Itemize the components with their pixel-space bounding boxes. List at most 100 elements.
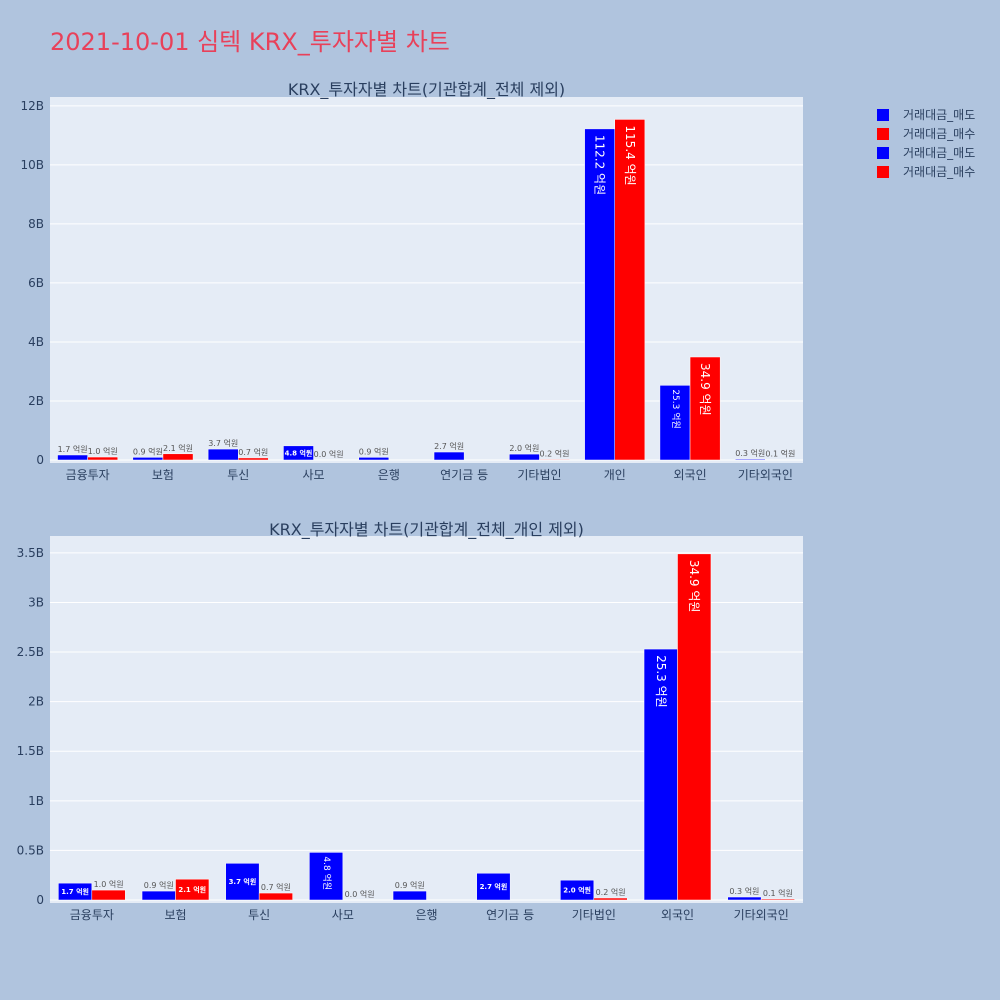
x-tick-label: 기타외국인 (738, 468, 793, 482)
x-tick-label: 은행 (415, 907, 437, 922)
y-tick-label: 2B (28, 695, 44, 709)
data-label: 115.4 억원 (623, 125, 637, 185)
legend-label[interactable]: 거래대금_매도 (903, 108, 975, 122)
bar-buy (689, 356, 721, 461)
data-label: 1.7 억원 (58, 444, 88, 454)
bar-buy (238, 457, 269, 461)
data-label: 2.1 억원 (163, 443, 193, 453)
data-label: 0.2 억원 (596, 887, 626, 897)
data-label: 4.8 억원 (321, 856, 333, 890)
data-label: 3.7 억원 (229, 877, 257, 886)
legend-swatch (877, 166, 889, 178)
x-tick-label: 보험 (164, 908, 186, 922)
bar-sell (476, 872, 511, 901)
y-tick-label: 4B (28, 335, 44, 349)
bar-buy (614, 119, 646, 461)
bar-sell (141, 890, 176, 901)
data-label: 0.3 억원 (735, 448, 765, 458)
data-label: 1.0 억원 (88, 446, 118, 456)
data-label: 34.9 억원 (698, 363, 712, 416)
bar-buy (87, 456, 119, 461)
data-label: 4.8 억원 (285, 448, 313, 457)
bar-sell (734, 458, 766, 461)
x-tick-label: 연기금 등 (486, 908, 534, 922)
bar-buy (258, 892, 293, 901)
bar-buy (593, 897, 628, 901)
bar-sell (584, 128, 616, 461)
x-tick-label: 기타법인 (517, 468, 561, 482)
y-tick-label: 2.5B (17, 645, 44, 659)
bar-sell (358, 457, 390, 461)
chart-2: 0 0.5B 1B 1.5B 2B 2.5B 3B 3.5B KRX_투자자별 차트(기관합계_… (17, 520, 803, 922)
data-label: 25.3 억원 (670, 389, 682, 428)
data-label: 2.0 억원 (509, 443, 539, 453)
bar-buy (91, 889, 126, 901)
x-tick-label: 연기금 등 (440, 468, 488, 482)
x-tick-label: 투신 (248, 908, 270, 922)
y-tick-label: 1B (28, 794, 44, 808)
y-tick-label: 10B (20, 158, 44, 172)
x-tick-label: 외국인 (673, 468, 706, 482)
bar-buy (539, 459, 570, 461)
x-tick-label: 사모 (303, 468, 325, 482)
y-tick-label: 12B (20, 99, 44, 113)
data-label: 0.0 억원 (345, 889, 375, 899)
x-tick-label: 외국인 (661, 908, 694, 922)
bar-sell (727, 896, 762, 901)
legend-swatch (877, 109, 889, 121)
data-label: 34.9 억원 (687, 560, 701, 613)
data-label: 0.9 억원 (133, 446, 163, 456)
data-label: 2.7 억원 (480, 882, 508, 891)
bar-buy (162, 453, 194, 461)
x-tick-label: 금융투자 (70, 908, 114, 922)
bar-buy (760, 898, 795, 901)
bar-sell (283, 445, 314, 461)
data-label: 0.1 억원 (763, 888, 793, 898)
legend-label[interactable]: 거래대금_매수 (903, 127, 975, 141)
x-tick-label: 투신 (227, 468, 249, 482)
y-tick-label: 1.5B (17, 744, 44, 758)
y-tick-label: 6B (28, 276, 44, 290)
bar-sell (659, 385, 691, 461)
y-tick-label: 3.5B (17, 546, 44, 560)
y-tick-label: 3B (28, 595, 44, 609)
x-tick-label: 기타법인 (572, 908, 616, 922)
y-tick-label: 0 (36, 893, 44, 907)
chart-title: KRX_투자자별 차트(기관합계_전체 제외) (288, 80, 565, 100)
chart-title: KRX_투자자별 차트(기관합계_전체_개인 제외) (269, 520, 584, 540)
legend-swatch (877, 147, 889, 159)
data-label: 0.9 억원 (144, 880, 174, 890)
bar-buy (677, 553, 712, 901)
bar-sell (309, 852, 344, 901)
bar-sell (509, 453, 540, 461)
x-tick-label: 사모 (332, 908, 354, 922)
data-label: 0.7 억원 (261, 882, 291, 892)
chart-1: 0 2B 4B 6B 8B 10B 12B KRX_투자자별 차트(기관합계_전체 제외) 금융… (20, 80, 803, 482)
data-label: 0.2 억원 (540, 448, 570, 458)
x-tick-label: 은행 (378, 467, 400, 482)
data-label: 112.2 억원 (593, 135, 607, 195)
y-tick-label: 8B (28, 217, 44, 231)
data-label: 0.3 억원 (729, 886, 759, 896)
legend-label[interactable]: 거래대금_매수 (903, 165, 975, 179)
bar-sell (560, 879, 595, 901)
bar-sell (433, 451, 465, 461)
bar-sell (132, 457, 164, 461)
y-tick-label: 0.5B (17, 843, 44, 857)
y-tick-label: 0 (36, 453, 44, 467)
x-tick-label: 개인 (604, 468, 626, 482)
data-label: 0.9 억원 (395, 880, 425, 890)
bar-buy (175, 878, 210, 901)
legend-label[interactable]: 거래대금_매도 (903, 146, 975, 160)
bar-sell (392, 890, 427, 901)
bar-sell (643, 648, 678, 901)
bar-sell (57, 454, 88, 461)
x-tick-label: 보험 (152, 468, 174, 482)
data-label: 1.7 억원 (61, 887, 89, 896)
bar-sell (207, 448, 239, 461)
data-label: 25.3 억원 (654, 655, 668, 708)
x-tick-label: 금융투자 (66, 468, 110, 482)
data-label: 2.1 억원 (178, 885, 206, 894)
